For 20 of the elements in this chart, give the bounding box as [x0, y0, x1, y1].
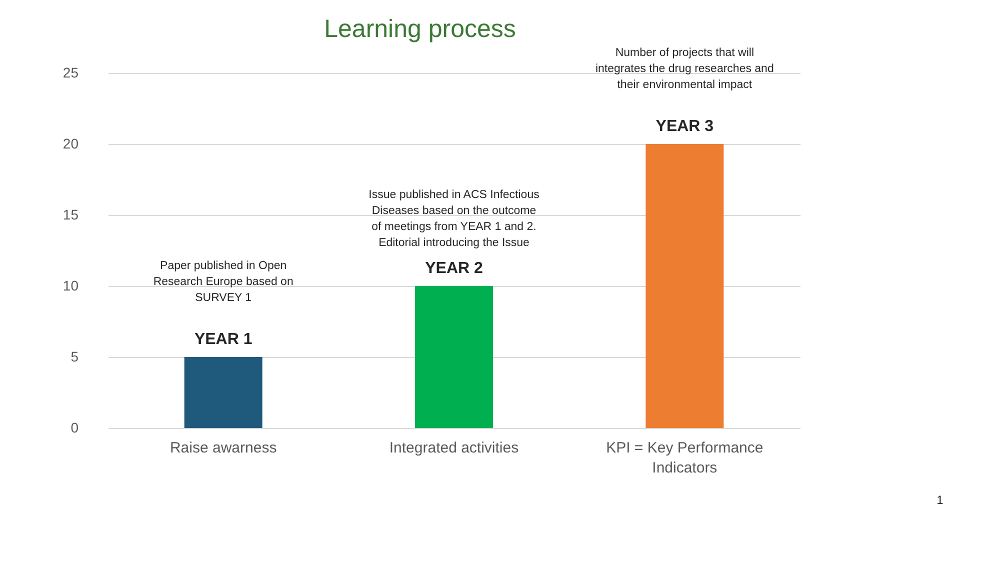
bar: [415, 286, 493, 428]
y-tick-label: 20: [62, 136, 79, 152]
bar: [184, 357, 262, 428]
x-tick-label: Integrated activities: [389, 440, 519, 456]
annotation: Paper published in Open Research Europe based on SURVEY 1: [153, 260, 294, 304]
annotation: YEAR 1: [194, 331, 252, 348]
annotation: Issue published in ACS Infectious Diseases based on the outcome of meetings from YEAR 1 and 2. Editorial introducing the Issue: [368, 189, 540, 249]
y-tick-label: 10: [62, 278, 79, 294]
annotation: YEAR 2: [425, 260, 483, 277]
y-tick-label: 0: [70, 420, 79, 436]
annotation: Number of projects that will integrates the drug researches and their environmental impact: [595, 47, 774, 91]
y-tick-label: 25: [62, 64, 79, 80]
bar: [646, 144, 724, 428]
x-tick-label: KPI = Key Performance Indicators: [606, 440, 764, 476]
text: 1: [936, 493, 944, 507]
y-tick-label: 15: [62, 206, 79, 222]
y-tick-label: 5: [70, 348, 79, 364]
annotation: YEAR 3: [656, 118, 714, 135]
x-tick-label: Raise awarness: [170, 440, 277, 456]
chart-title: Learning process: [324, 15, 516, 43]
